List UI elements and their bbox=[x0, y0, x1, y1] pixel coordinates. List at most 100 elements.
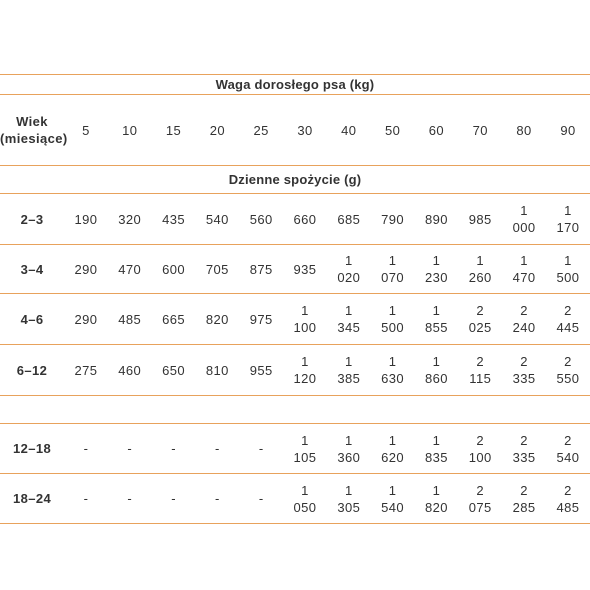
intake-value-part: 855 bbox=[424, 320, 448, 335]
intake-value-part: 1 bbox=[388, 253, 397, 268]
intake-cell: 1 500 bbox=[370, 293, 415, 345]
intake-value-part: 1 bbox=[564, 253, 572, 268]
intake-value-part: 320 bbox=[118, 211, 142, 227]
intake-cell: 665 bbox=[151, 293, 196, 345]
intake-cell: 1 000 bbox=[502, 193, 546, 245]
intake-value-part: 285 bbox=[512, 499, 536, 515]
intake-cell: - bbox=[151, 473, 196, 524]
intake-cell: 1 345 bbox=[326, 293, 371, 345]
intake-cell: 1 500 bbox=[545, 244, 590, 294]
age-cell: 6–12 bbox=[0, 344, 65, 396]
intake-cell: 1 020 bbox=[326, 244, 371, 294]
intake-value-part: 115 bbox=[469, 371, 492, 386]
weight-col-header: 25 bbox=[239, 94, 284, 166]
intake-value-part: 975 bbox=[249, 311, 273, 327]
intake-value-part: 790 bbox=[381, 211, 405, 227]
intake-value-part: 550 bbox=[556, 371, 580, 386]
intake-value-part: 650 bbox=[162, 362, 185, 378]
intake-cell: 2 075 bbox=[458, 473, 503, 524]
intake-value-part: 500 bbox=[556, 270, 580, 285]
intake-cell: 460 bbox=[107, 344, 152, 396]
intake-cell: 540 bbox=[195, 193, 240, 245]
intake-cell: 1 305 bbox=[326, 473, 371, 524]
age-header: Wiek (miesiące) bbox=[0, 94, 67, 166]
intake-cell: 810 bbox=[195, 344, 240, 396]
intake-value-part: 470 bbox=[118, 261, 142, 277]
intake-value-part: 1 bbox=[388, 354, 397, 369]
intake-cell: 2 335 bbox=[502, 423, 546, 474]
intake-value-part: - bbox=[215, 441, 220, 456]
intake-value-part: 275 bbox=[74, 362, 98, 378]
intake-value-part: 2 bbox=[476, 303, 485, 318]
intake-value-part: 2 bbox=[476, 354, 485, 369]
intake-value-part: 810 bbox=[205, 362, 229, 378]
intake-cell: 290 bbox=[64, 244, 108, 294]
intake-cell: 1 360 bbox=[326, 423, 371, 474]
weights-row: Wiek (miesiące) 5 10 15 20 25 30 40 50 60 70 80 90 bbox=[0, 94, 590, 166]
intake-value-part: 470 bbox=[512, 270, 536, 285]
intake-value-part: 335 bbox=[512, 449, 536, 465]
weight-col-header: 70 bbox=[458, 94, 503, 166]
weight-col-header: 80 bbox=[502, 94, 546, 166]
age-cell: 18–24 bbox=[0, 473, 65, 524]
intake-value-part: 1 bbox=[564, 203, 572, 218]
intake-value-part: 2 bbox=[564, 303, 572, 318]
intake-value-part: 190 bbox=[74, 211, 98, 227]
intake-cell: - bbox=[64, 423, 108, 474]
intake-cell: 955 bbox=[239, 344, 284, 396]
feeding-table: Waga dorosłego psa (kg) Wiek (miesiące) … bbox=[0, 74, 590, 524]
intake-cell: 275 bbox=[64, 344, 108, 396]
intake-value-part: - bbox=[127, 491, 133, 506]
intake-value-part: 1 bbox=[301, 432, 309, 448]
weight-header: Waga dorosłego psa (kg) bbox=[0, 74, 590, 95]
intake-cell: 470 bbox=[107, 244, 152, 294]
intake-value-part: 1 bbox=[388, 303, 397, 318]
age-cell: 4–6 bbox=[0, 293, 65, 345]
intake-value-part: - bbox=[83, 441, 89, 456]
table-row: 2–3 190 320 435 540 560 660 685 790 890 985 1 000 1 17… bbox=[0, 193, 590, 245]
age-header-line1: Wiek bbox=[16, 114, 48, 129]
intake-value-part: 445 bbox=[556, 320, 580, 335]
intake-value-part: 540 bbox=[381, 499, 405, 515]
intake-cell: 2 485 bbox=[545, 473, 590, 524]
intake-value-part: 1 bbox=[432, 354, 441, 369]
intake-cell: 1 230 bbox=[414, 244, 459, 294]
intake-value-part: 230 bbox=[424, 270, 448, 285]
intake-cell: 820 bbox=[195, 293, 240, 345]
intake-cell: 2 540 bbox=[545, 423, 590, 474]
intake-value-part: 2 bbox=[564, 432, 572, 448]
intake-cell: 1 105 bbox=[283, 423, 327, 474]
weight-col-header: 10 bbox=[107, 94, 152, 166]
weight-col-header: 20 bbox=[195, 94, 240, 166]
intake-value-part: - bbox=[83, 491, 89, 506]
intake-cell: 600 bbox=[151, 244, 196, 294]
intake-value-part: 540 bbox=[205, 211, 229, 227]
intake-value-part: 260 bbox=[468, 270, 492, 285]
intake-cell: 1 385 bbox=[326, 344, 371, 396]
intake-cell: 1 820 bbox=[414, 473, 459, 524]
intake-cell: 1 835 bbox=[414, 423, 459, 474]
intake-cell: 2 100 bbox=[458, 423, 503, 474]
intake-cell: 1 540 bbox=[370, 473, 415, 524]
intake-value-part: 560 bbox=[249, 211, 273, 227]
intake-header: Dzienne spożycie (g) bbox=[0, 165, 590, 194]
weight-col-header: 40 bbox=[326, 94, 371, 166]
intake-value-part: 685 bbox=[337, 211, 361, 227]
intake-cell: 2 335 bbox=[502, 344, 546, 396]
intake-value-part: - bbox=[171, 441, 176, 456]
table-row: 4–6 290 485 665 820 975 1 100 1 345 1 500 1 855 2 025 2 2… bbox=[0, 293, 590, 345]
intake-cell: 320 bbox=[107, 193, 152, 245]
weight-col-header: 50 bbox=[370, 94, 415, 166]
feeding-table-container: Waga dorosłego psa (kg) Wiek (miesiące) … bbox=[0, 74, 590, 524]
intake-value-part: 1 bbox=[520, 203, 528, 218]
intake-value-part: 875 bbox=[249, 261, 273, 277]
intake-value-part: 070 bbox=[381, 270, 405, 285]
intake-cell: - bbox=[195, 423, 240, 474]
intake-value-part: 2 bbox=[520, 303, 528, 318]
table-row: 3–4 290 470 600 705 875 935 1 020 1 070 1 230 1 260 1 47… bbox=[0, 244, 590, 294]
intake-cell: - bbox=[239, 423, 284, 474]
intake-cell: 2 445 bbox=[545, 293, 590, 345]
table-row: 12–18- - - - -1 105 1 360 1 620 1 835 2 100 2 335 2 540 bbox=[0, 423, 590, 474]
intake-cell: 560 bbox=[239, 193, 284, 245]
weight-col-header: 15 bbox=[151, 94, 196, 166]
